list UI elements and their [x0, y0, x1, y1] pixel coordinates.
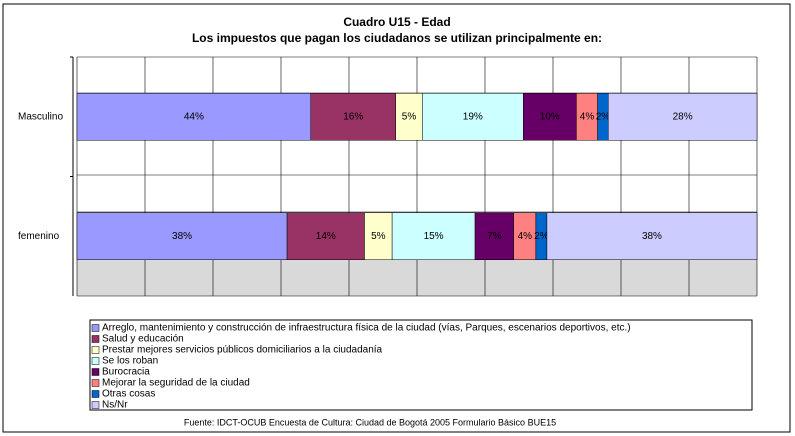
- chart-subtitle: Los impuestos que pagan los ciudadanos s…: [192, 31, 602, 45]
- value-label: 2%: [534, 231, 549, 242]
- bar-segment: [76, 93, 311, 141]
- legend-label: Burocracia: [102, 367, 150, 378]
- bar-segment: [523, 93, 577, 141]
- value-label: 7%: [487, 231, 502, 242]
- value-label: 38%: [642, 231, 662, 242]
- bar-segment: [395, 93, 423, 141]
- legend-label: Se los roban: [102, 356, 158, 367]
- bar-segment: [391, 212, 476, 260]
- legend-swatch: [91, 357, 100, 365]
- value-label: 38%: [172, 231, 192, 242]
- legend-label: Ns/Nr: [102, 400, 128, 411]
- value-label: 19%: [463, 111, 483, 122]
- bar-segment: [310, 93, 396, 141]
- legend-label: Otras cosas: [102, 389, 155, 400]
- bar-segment: [608, 93, 758, 141]
- y-tick-label: femenino: [18, 231, 60, 242]
- legend-swatch: [91, 346, 100, 354]
- value-label: 5%: [402, 111, 417, 122]
- legend-swatch: [91, 324, 100, 332]
- value-label: 5%: [371, 231, 386, 242]
- bar-segment: [364, 212, 393, 260]
- y-tick-label: Masculino: [18, 111, 63, 122]
- legend-label: Salud y educación: [102, 334, 184, 345]
- legend-swatch: [91, 390, 100, 398]
- legend-swatch: [91, 401, 100, 409]
- value-label: 14%: [316, 231, 336, 242]
- legend-swatch: [91, 379, 100, 387]
- source-note: Fuente: IDCT-OCUB Encuesta de Cultura: C…: [184, 417, 556, 427]
- value-label: 4%: [518, 231, 533, 242]
- legend-label: Prestar mejores servicios públicos domic…: [102, 345, 383, 356]
- bar-segment: [286, 212, 365, 260]
- chart-title: Cuadro U15 - Edad: [343, 15, 450, 29]
- bar-segment: [422, 93, 524, 141]
- value-label: 28%: [673, 111, 693, 122]
- bar-segment: [474, 212, 514, 260]
- value-label: 44%: [184, 111, 204, 122]
- legend-label: Mejorar la seguridad de la ciudad: [102, 378, 250, 389]
- value-label: 16%: [343, 111, 363, 122]
- value-label: 4%: [580, 111, 595, 122]
- bar-segment: [76, 212, 288, 260]
- legend-swatch: [91, 368, 100, 376]
- value-label: 15%: [424, 231, 444, 242]
- bar-segment: [546, 212, 758, 260]
- value-label: 2%: [596, 111, 611, 122]
- legend-swatch: [91, 335, 100, 343]
- legend-label: Arreglo, mantenimiento y construcción de…: [102, 323, 631, 334]
- legend-box: [89, 319, 753, 411]
- value-label: 10%: [540, 111, 560, 122]
